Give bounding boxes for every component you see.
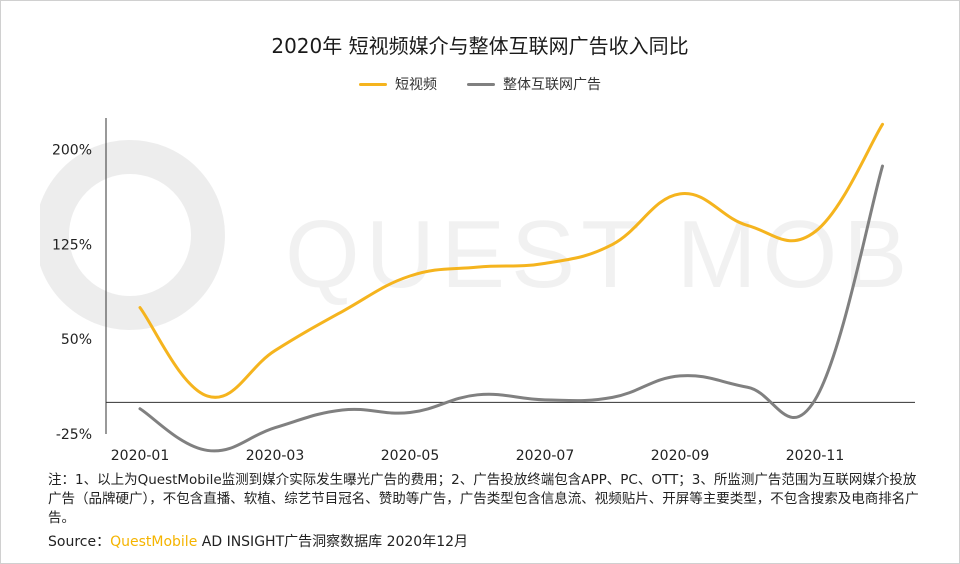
legend-item-overall: 整体互联网广告	[467, 74, 601, 94]
legend-swatch-overall	[467, 82, 495, 86]
watermark-text: QUEST MOBILE	[285, 201, 920, 308]
x-tick-label: 2020-05	[381, 448, 440, 464]
legend-label-short-video: 短视频	[395, 77, 437, 93]
y-tick-label: 50%	[61, 332, 92, 348]
x-tick-label: 2020-11	[786, 448, 845, 464]
x-tick-label: 2020-07	[516, 448, 575, 464]
legend-item-short-video: 短视频	[359, 74, 437, 94]
y-tick-label: 200%	[52, 143, 92, 159]
source-line: Source：QuestMobile AD INSIGHT广告洞察数据库 202…	[48, 531, 468, 551]
series-line-overall	[138, 164, 884, 453]
source-suffix: AD INSIGHT广告洞察数据库 2020年12月	[197, 534, 469, 550]
chart-axes	[105, 118, 915, 434]
legend-swatch-short-video	[359, 82, 387, 86]
watermark: QUEST MOBILE	[35, 115, 960, 429]
y-tick-label: 125%	[52, 237, 92, 253]
watermark-logo-icon	[35, 140, 225, 330]
source-brand: QuestMobile	[110, 534, 198, 550]
x-tick-label: 2020-03	[246, 448, 305, 464]
chart-title: 2020年 短视频媒介与整体互联网广告收入同比	[271, 34, 689, 58]
y-tick-labels: 200% 125% 50% -25%	[52, 143, 92, 443]
x-tick-label: 2020-01	[111, 448, 170, 464]
series-line-short-video	[138, 122, 884, 399]
legend-label-overall: 整体互联网广告	[503, 77, 601, 93]
source-prefix: Source：	[48, 534, 111, 550]
chart-series	[138, 122, 884, 453]
legend: 短视频 整体互联网广告	[0, 74, 960, 94]
x-tick-labels: 2020-01 2020-03 2020-05 2020-07 2020-09 2020-…	[111, 448, 845, 464]
line-chart: 2020-01 2020-03 2020-05 2020-07 2020-09 2020-…	[52, 118, 915, 464]
footnote: 注：1、以上为QuestMobile监测到媒介实际发生曝光广告的费用；2、广告投…	[48, 472, 919, 526]
x-tick-label: 2020-09	[651, 448, 710, 464]
watermark-logo: QUEST MOBILE	[35, 140, 960, 330]
y-tick-label: -25%	[56, 427, 92, 443]
